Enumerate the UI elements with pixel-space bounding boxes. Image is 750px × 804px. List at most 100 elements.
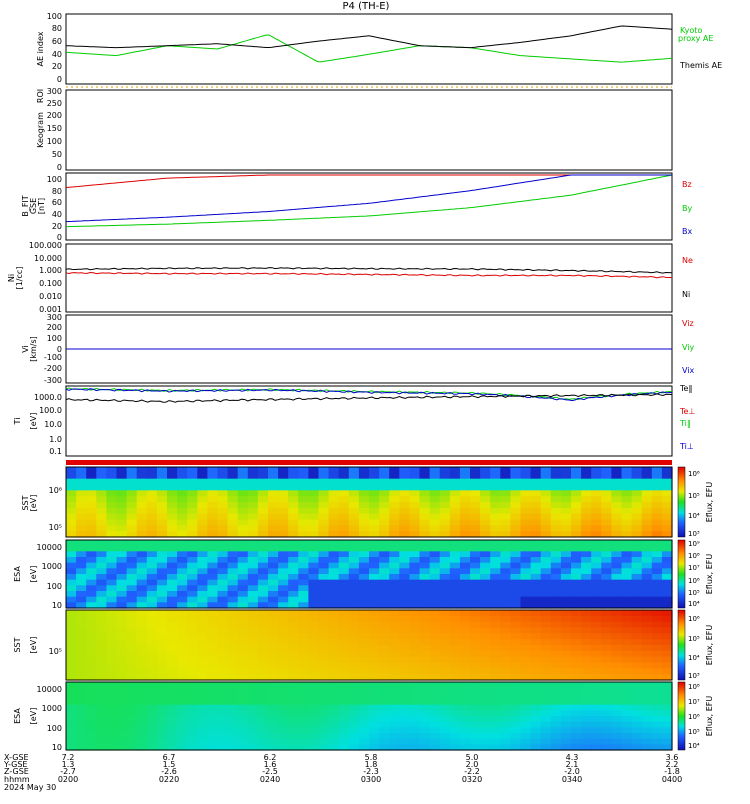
heatmap-cell	[237, 596, 249, 603]
heatmap-cell	[338, 744, 350, 751]
heatmap-cell	[540, 704, 552, 711]
heatmap-cell	[651, 568, 663, 575]
heatmap-cell	[641, 579, 653, 586]
heatmap-cell	[661, 507, 673, 515]
heatmap-cell	[459, 656, 471, 664]
heatmap-cell	[530, 682, 542, 689]
heatmap-cell	[86, 574, 97, 581]
heatmap-cell	[550, 639, 562, 646]
sst-electron-cbar-tick: 10³	[688, 530, 700, 538]
heatmap-cell	[540, 574, 552, 581]
heatmap-cell	[409, 496, 421, 503]
heatmap-cell	[601, 507, 612, 515]
keogram-tick: 300	[47, 87, 62, 96]
heatmap-cell	[621, 596, 633, 603]
heatmap-cell	[399, 596, 410, 603]
heatmap-cell	[156, 502, 168, 509]
heatmap-cell	[379, 627, 390, 634]
heatmap-cell	[227, 574, 239, 581]
heatmap-cell	[571, 585, 582, 592]
heatmap-cell	[257, 615, 269, 623]
heatmap-cell	[136, 716, 148, 723]
heatmap-cell	[268, 656, 279, 664]
heatmap-cell	[96, 738, 107, 745]
heatmap-cell	[237, 579, 249, 586]
heatmap-cell	[86, 478, 97, 486]
heatmap-cell	[651, 621, 663, 629]
heatmap-cell	[641, 531, 653, 538]
heatmap-cell	[257, 579, 269, 586]
heatmap-cell	[348, 472, 360, 480]
heatmap-cell	[399, 574, 410, 581]
bfield-frame	[65, 172, 673, 241]
heatmap-cell	[369, 545, 380, 552]
heatmap-cell	[480, 656, 491, 664]
heatmap-cell	[177, 557, 188, 564]
heatmap-cell	[298, 545, 309, 552]
heatmap-cell	[571, 531, 582, 538]
heatmap-cell	[237, 738, 249, 745]
heatmap-cell	[500, 744, 511, 751]
heatmap-cell	[76, 610, 87, 617]
heatmap-cell	[520, 568, 532, 575]
heatmap-cell	[268, 650, 279, 658]
heatmap-cell	[358, 513, 370, 521]
heatmap-cell	[227, 687, 239, 694]
heatmap-cell	[348, 627, 360, 634]
heatmap-cell	[480, 704, 491, 711]
heatmap-cell	[510, 704, 522, 711]
heatmap-cell	[197, 540, 208, 547]
heatmap-cell	[520, 682, 532, 689]
heatmap-cell	[177, 682, 188, 689]
heatmap-cell	[571, 621, 582, 629]
heatmap-cell	[661, 738, 673, 745]
heatmap-cell	[581, 704, 592, 711]
heatmap-cell	[66, 693, 77, 700]
heatmap-cell	[298, 627, 309, 634]
heatmap-cell	[500, 615, 511, 623]
heatmap-cell	[237, 727, 249, 734]
heatmap-cell	[449, 699, 461, 706]
heatmap-cell	[591, 585, 602, 592]
heatmap-cell	[631, 733, 643, 740]
heatmap-cell	[571, 656, 582, 664]
heatmap-cell	[308, 579, 320, 586]
heatmap-cell	[419, 615, 431, 623]
heatmap-cell	[601, 579, 612, 586]
heatmap-cell	[429, 610, 441, 617]
heatmap-cell	[510, 484, 522, 491]
heatmap-cell	[490, 627, 501, 634]
heatmap-cell	[328, 645, 340, 652]
heatmap-cell	[429, 484, 441, 491]
heatmap-cell	[187, 545, 198, 552]
heatmap-cell	[389, 727, 400, 734]
heatmap-cell	[571, 699, 582, 706]
heatmap-cell	[288, 585, 299, 592]
heatmap-cell	[439, 545, 451, 552]
heatmap-cell	[126, 733, 138, 740]
heatmap-cell	[257, 513, 269, 521]
heatmap-cell	[96, 682, 107, 689]
heatmap-cell	[621, 716, 633, 723]
heatmap-cell	[510, 687, 522, 694]
heatmap-cell	[449, 662, 461, 669]
heatmap-cell	[298, 668, 309, 675]
heatmap-cell	[338, 645, 350, 652]
sst-ion-cbar-label: Eflux, EFU	[705, 625, 714, 666]
heatmap-cell	[641, 704, 653, 711]
heatmap-cell	[278, 490, 289, 497]
heatmap-cell	[207, 610, 219, 617]
heatmap-cell	[419, 502, 431, 509]
heatmap-cell	[197, 738, 208, 745]
heatmap-cell	[651, 478, 663, 486]
heatmap-cell	[500, 472, 511, 480]
heatmap-cell	[631, 610, 643, 617]
heatmap-cell	[247, 656, 259, 664]
heatmap-cell	[126, 615, 138, 623]
heatmap-cell	[389, 574, 400, 581]
heatmap-cell	[177, 585, 188, 592]
heatmap-cell	[429, 721, 441, 728]
heatmap-cell	[197, 472, 208, 480]
heatmap-cell	[318, 682, 330, 689]
heatmap-cell	[237, 627, 249, 634]
